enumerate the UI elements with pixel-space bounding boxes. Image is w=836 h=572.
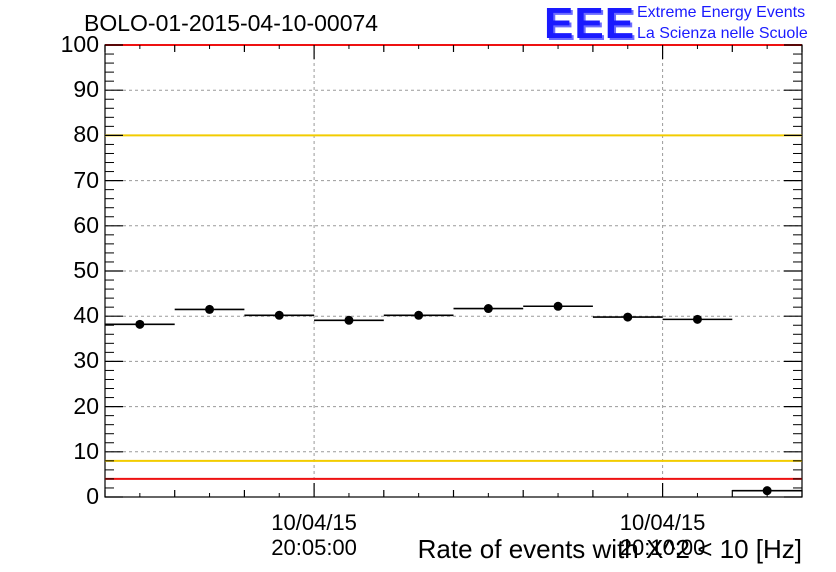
- data-series: [105, 301, 802, 496]
- x-tick-date: 10/04/15: [619, 510, 706, 535]
- y-tick-label: 80: [73, 121, 99, 148]
- data-point: [205, 304, 215, 314]
- x-tick-time: 20:10:00: [619, 535, 706, 560]
- eee-logo: EEE: [544, 0, 636, 48]
- data-point: [414, 310, 424, 320]
- data-point: [344, 315, 354, 325]
- data-point: [274, 310, 284, 320]
- y-tick-label: 90: [73, 76, 99, 103]
- logo-caption-line-1: Extreme Energy Events: [637, 4, 806, 21]
- logo-caption-line-2: La Scienza nelle Scuole: [637, 25, 808, 42]
- x-axis-label: Rate of events with X^2 < 10 [Hz]: [417, 534, 802, 564]
- y-tick-label: 40: [73, 302, 99, 329]
- y-tick-label: 70: [73, 166, 99, 193]
- x-tick-time: 20:05:00: [271, 535, 357, 560]
- data-point: [692, 314, 702, 324]
- data-point: [483, 304, 493, 314]
- data-point: [623, 312, 633, 322]
- y-tick-label: 60: [73, 211, 99, 238]
- threshold-lines: [105, 44, 802, 480]
- grid-lines: [105, 45, 802, 497]
- y-tick-label: 20: [73, 392, 99, 419]
- x-tick-label: 10/04/15 20:05:00: [254, 510, 374, 560]
- axis-ticks: [104, 44, 803, 498]
- y-tick-label: 30: [73, 347, 99, 374]
- y-tick-label: 10: [73, 437, 99, 464]
- y-tick-label: 50: [73, 257, 99, 283]
- x-tick-date: 10/04/15: [271, 510, 357, 535]
- y-tick-label: 0: [86, 483, 99, 509]
- y-tick-label: 100: [60, 31, 99, 57]
- x-tick-label: 10/04/15 20:10:00: [603, 510, 723, 560]
- data-point: [553, 301, 563, 311]
- plot-title: BOLO-01-2015-04-10-00074: [84, 10, 379, 36]
- data-point: [762, 486, 772, 496]
- data-point: [135, 319, 145, 329]
